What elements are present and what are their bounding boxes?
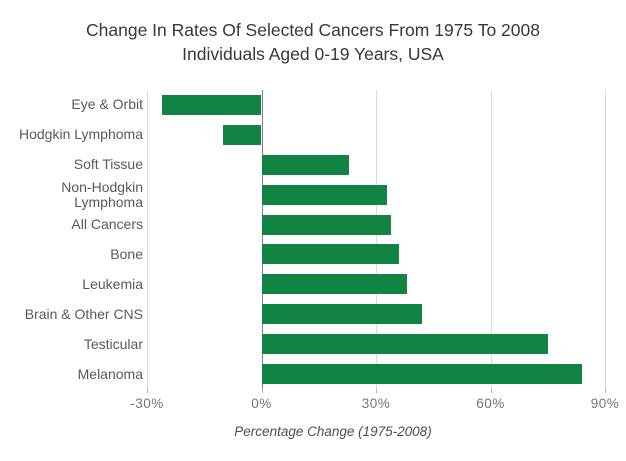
bar-non-hodgkin-lymphoma (261, 184, 388, 205)
chart-title: Change In Rates Of Selected Cancers From… (0, 18, 626, 66)
zero-axis-line (261, 90, 263, 393)
chart-title-line-1: Change In Rates Of Selected Cancers From… (86, 20, 540, 40)
bar-row (147, 359, 605, 389)
x-tick (261, 389, 263, 393)
bar-eye-orbit (162, 94, 262, 115)
category-label-soft-tissue: Soft Tissue (73, 156, 143, 173)
x-axis-title: Percentage Change (1975-2008) (234, 424, 432, 439)
bar-soft-tissue (261, 154, 350, 175)
bar-bone (261, 244, 399, 265)
category-label-non-hodgkin-lymphoma: Non-Hodgkin Lymphoma (61, 178, 143, 210)
category-label-testicular: Testicular (83, 335, 143, 352)
bar-row (147, 269, 605, 299)
bar-row (147, 329, 605, 359)
bar-testicular (261, 334, 548, 355)
category-label-all-cancers: All Cancers (71, 216, 143, 233)
gridline (490, 90, 492, 389)
bar-row (147, 180, 605, 210)
bars-layer (147, 90, 605, 389)
gridline (147, 90, 148, 389)
bar-leukemia (261, 274, 407, 295)
y-axis-category-labels: Eye & Orbit Hodgkin Lymphoma Soft Tissue No… (0, 90, 147, 389)
bar-row (147, 150, 605, 180)
gridline (605, 90, 606, 389)
bar-row (147, 210, 605, 240)
category-label-eye-orbit: Eye & Orbit (71, 96, 143, 113)
gridline (376, 90, 377, 389)
x-tick-label: 60% (476, 396, 505, 411)
x-tick (605, 389, 606, 393)
x-axis: -30% 0% 30% 60% 90% (130, 389, 619, 415)
bar-row (147, 90, 605, 120)
bar-brain-other-cns (261, 304, 422, 325)
bar-melanoma (261, 364, 583, 385)
bar-all-cancers (261, 214, 392, 235)
x-tick-label: 90% (590, 396, 620, 411)
x-tick (376, 389, 377, 393)
plot-area (147, 90, 606, 393)
chart-title-line-2: Individuals Aged 0-19 Years, USA (182, 44, 444, 64)
x-tick (147, 389, 148, 393)
x-tick (490, 389, 492, 393)
x-tick-label: 0% (251, 396, 272, 411)
x-tick-label: 30% (361, 396, 391, 411)
bar-row (147, 240, 605, 270)
category-label-melanoma: Melanoma (77, 365, 143, 382)
chart-plot-region: Eye & Orbit Hodgkin Lymphoma Soft Tissue No… (0, 90, 626, 393)
category-label-bone: Bone (110, 246, 143, 262)
bar-hodgkin-lymphoma (223, 124, 262, 145)
category-label-brain-other-cns: Brain & Other CNS (24, 305, 143, 322)
x-tick-label: -30% (130, 396, 164, 411)
bar-row (147, 120, 605, 150)
category-label-hodgkin-lymphoma: Hodgkin Lymphoma (19, 126, 143, 143)
bar-row (147, 299, 605, 329)
category-label-leukemia: Leukemia (82, 275, 143, 292)
